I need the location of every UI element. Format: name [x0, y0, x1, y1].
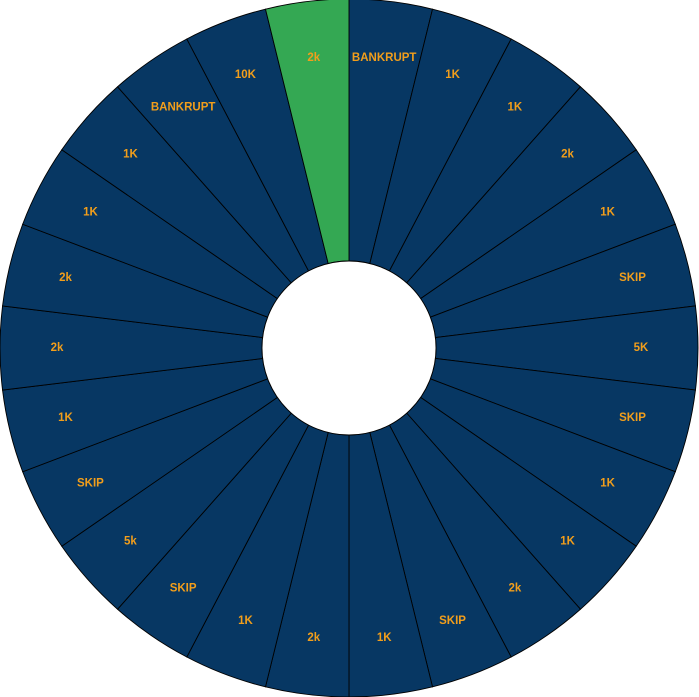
labels-layer: BANKRUPT 1K 1K 2k 1K SKIP 5K SKIP 1K 1K 2k SKIP 1K 2k…	[51, 52, 649, 644]
wheel-segment-label: 1K	[58, 412, 73, 424]
wheel-segment-label: 1K	[445, 69, 460, 81]
wheel-segment-label: 1K	[238, 615, 253, 627]
wheel-segment-label: 1K	[600, 206, 615, 218]
wheel-segment-label: SKIP	[619, 412, 646, 424]
wheel-segment-label: SKIP	[619, 272, 646, 284]
wheel-segment-label: 2k	[508, 582, 521, 594]
wheel-segment-label: 2k	[307, 632, 320, 644]
wheel-segment-label: 5K	[634, 342, 649, 354]
wheel-segment-label: 1K	[123, 148, 138, 160]
wheel-segment-label: 10K	[235, 69, 257, 81]
wheel-segment-label: SKIP	[170, 582, 197, 594]
wheel-segment-label: 1K	[377, 632, 392, 644]
wheel-segment-label: BANKRUPT	[352, 52, 417, 64]
wheel-segment-label: 2k	[307, 52, 320, 64]
wheel-segment-label: 2k	[59, 272, 72, 284]
wheel-segment-label: BANKRUPT	[151, 102, 216, 114]
wheel-segment-label: 2k	[51, 342, 64, 354]
wheel-segment-label: 1K	[600, 478, 615, 490]
wheel-segment-label: 5k	[124, 536, 137, 548]
wheel-segment-label: 2k	[561, 148, 574, 160]
wheel-segment-label: 1K	[83, 206, 98, 218]
wheel-segment-label: 1K	[508, 102, 523, 114]
wheel-segment-label: 1K	[560, 536, 575, 548]
wheel-segment-label: SKIP	[77, 478, 104, 490]
wheel-hub	[261, 260, 437, 436]
wheel-segment-label: SKIP	[439, 615, 466, 627]
